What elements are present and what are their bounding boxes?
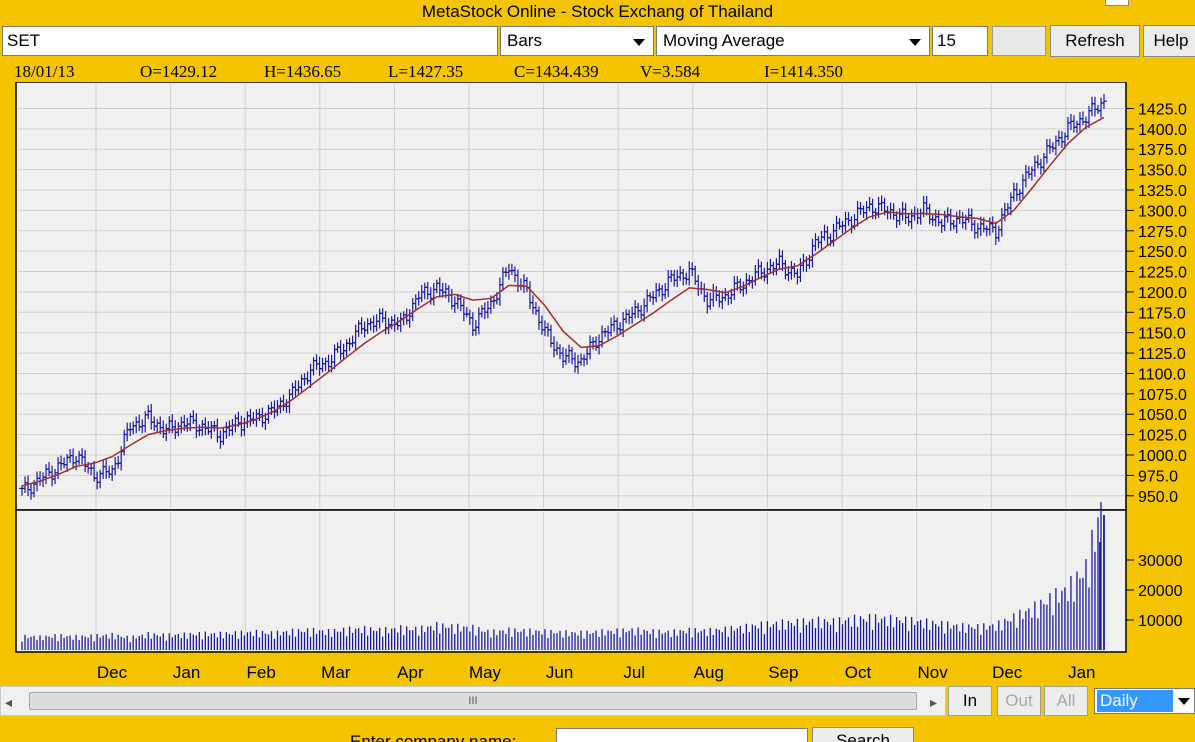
price-tick-label: 1250.0	[1138, 244, 1187, 261]
scroll-right-icon[interactable]: ▸	[929, 694, 937, 710]
window-titlebar: MetaStock Online - Stock Exchang of Thai…	[0, 0, 1195, 24]
month-tick-label: Jan	[1068, 663, 1095, 682]
moving-average-line	[21, 116, 1105, 487]
zoom-out-button[interactable]: Out	[997, 686, 1041, 716]
volume-tick-label: 10000	[1138, 613, 1183, 630]
price-panel	[15, 81, 1127, 511]
volume-tick-label: 30000	[1138, 553, 1183, 570]
help-button[interactable]: Help	[1143, 25, 1195, 57]
chart-style-select[interactable]: Bars	[500, 26, 654, 56]
chart-grid	[18, 84, 1124, 650]
company-input[interactable]	[556, 728, 808, 742]
quote-indicator: I=1414.350	[764, 62, 843, 81]
month-tick-label: May	[469, 663, 502, 682]
price-bars	[19, 93, 1107, 500]
price-tick-label: 1150.0	[1138, 326, 1186, 343]
toolbar: Bars Moving Average Refresh Help	[0, 24, 1195, 58]
search-button[interactable]: Search	[812, 727, 914, 742]
scroll-left-icon[interactable]: ◂	[5, 694, 13, 710]
price-tick-label: 1275.0	[1138, 224, 1187, 241]
price-tick-label: 1425.0	[1138, 101, 1187, 118]
price-axis: 1425.0 1400.0 1375.0 1350.0 1325.0 1300.0 1275…	[1126, 101, 1187, 506]
price-tick-label: 1000.0	[1138, 448, 1187, 465]
price-tick-label: 1400.0	[1138, 122, 1187, 139]
symbol-input[interactable]	[2, 26, 498, 56]
price-tick-label: 1050.0	[1138, 407, 1187, 424]
volume-bars	[21, 502, 1105, 650]
month-tick-label: Jul	[623, 663, 645, 682]
price-tick-label: 1200.0	[1138, 285, 1187, 302]
refresh-button[interactable]: Refresh	[1050, 25, 1140, 57]
price-tick-label: 1325.0	[1138, 183, 1187, 200]
month-tick-label: Oct	[845, 663, 872, 682]
company-search-row: Enter company name: Search	[0, 726, 1195, 742]
window-title: MetaStock Online - Stock Exchang of Thai…	[421, 2, 774, 21]
month-tick-label: Apr	[397, 663, 424, 682]
price-tick-label: 1350.0	[1138, 163, 1187, 180]
price-tick-label: 1075.0	[1138, 387, 1187, 404]
interval-select[interactable]: Daily	[1094, 688, 1195, 714]
period-input[interactable]	[932, 26, 988, 56]
price-tick-label: 1175.0	[1138, 305, 1186, 322]
titlebar-box	[1105, 0, 1129, 6]
month-tick-label: Aug	[694, 663, 724, 682]
price-tick-label: 975.0	[1138, 468, 1178, 485]
quote-open: O=1429.12	[140, 62, 218, 81]
quote-high: H=1436.65	[264, 62, 342, 81]
price-tick-label: 1125.0	[1138, 346, 1186, 363]
volume-tick-label: 20000	[1138, 583, 1183, 600]
date-axis: Dec Jan Feb Mar Apr May Jun Jul Aug Sep Oct Nov Dec J…	[97, 663, 1096, 682]
month-tick-label: Mar	[321, 663, 351, 682]
scroll-thumb[interactable]: III	[29, 692, 917, 710]
price-tick-label: 1375.0	[1138, 142, 1187, 159]
month-tick-label: Jun	[546, 663, 573, 682]
chevron-down-icon	[909, 39, 921, 46]
month-tick-label: Sep	[768, 663, 798, 682]
month-tick-label: Dec	[992, 663, 1023, 682]
indicator-select[interactable]: Moving Average	[656, 26, 930, 56]
zoom-all-button[interactable]: All	[1044, 686, 1088, 716]
volume-axis: 30000 20000 10000	[1126, 553, 1183, 630]
chart-area[interactable]: 1425.0 1400.0 1375.0 1350.0 1325.0 1300.0 1275…	[0, 81, 1195, 686]
company-prompt: Enter company name:	[350, 732, 517, 742]
horizontal-scrollbar[interactable]: ◂ III ▸	[0, 686, 946, 716]
price-tick-label: 1025.0	[1138, 428, 1187, 445]
month-tick-label: Nov	[917, 663, 948, 682]
stock-chart[interactable]: 1425.0 1400.0 1375.0 1350.0 1325.0 1300.0 1275…	[0, 81, 1195, 686]
price-tick-label: 950.0	[1138, 489, 1178, 506]
quote-date: 18/01/13	[14, 62, 75, 81]
volume-panel	[15, 509, 1127, 653]
blank-field[interactable]	[992, 26, 1046, 56]
quote-close: C=1434.439	[514, 62, 599, 81]
price-tick-label: 1100.0	[1138, 366, 1186, 383]
quote-volume: V=3.584	[640, 62, 701, 81]
interval-value: Daily	[1097, 690, 1173, 712]
month-tick-label: Feb	[247, 663, 276, 682]
price-tick-label: 1225.0	[1138, 265, 1187, 282]
chevron-down-icon	[633, 39, 645, 46]
quote-low: L=1427.35	[388, 62, 464, 81]
month-tick-label: Jan	[173, 663, 200, 682]
chart-style-value: Bars	[507, 31, 542, 50]
indicator-value: Moving Average	[663, 31, 785, 50]
chevron-down-icon	[1178, 698, 1190, 705]
quote-infobar: 18/01/13 O=1429.12 H=1436.65 L=1427.35 C…	[0, 58, 1195, 82]
zoom-in-button[interactable]: In	[948, 686, 992, 716]
month-tick-label: Dec	[97, 663, 128, 682]
price-tick-label: 1300.0	[1138, 203, 1187, 220]
